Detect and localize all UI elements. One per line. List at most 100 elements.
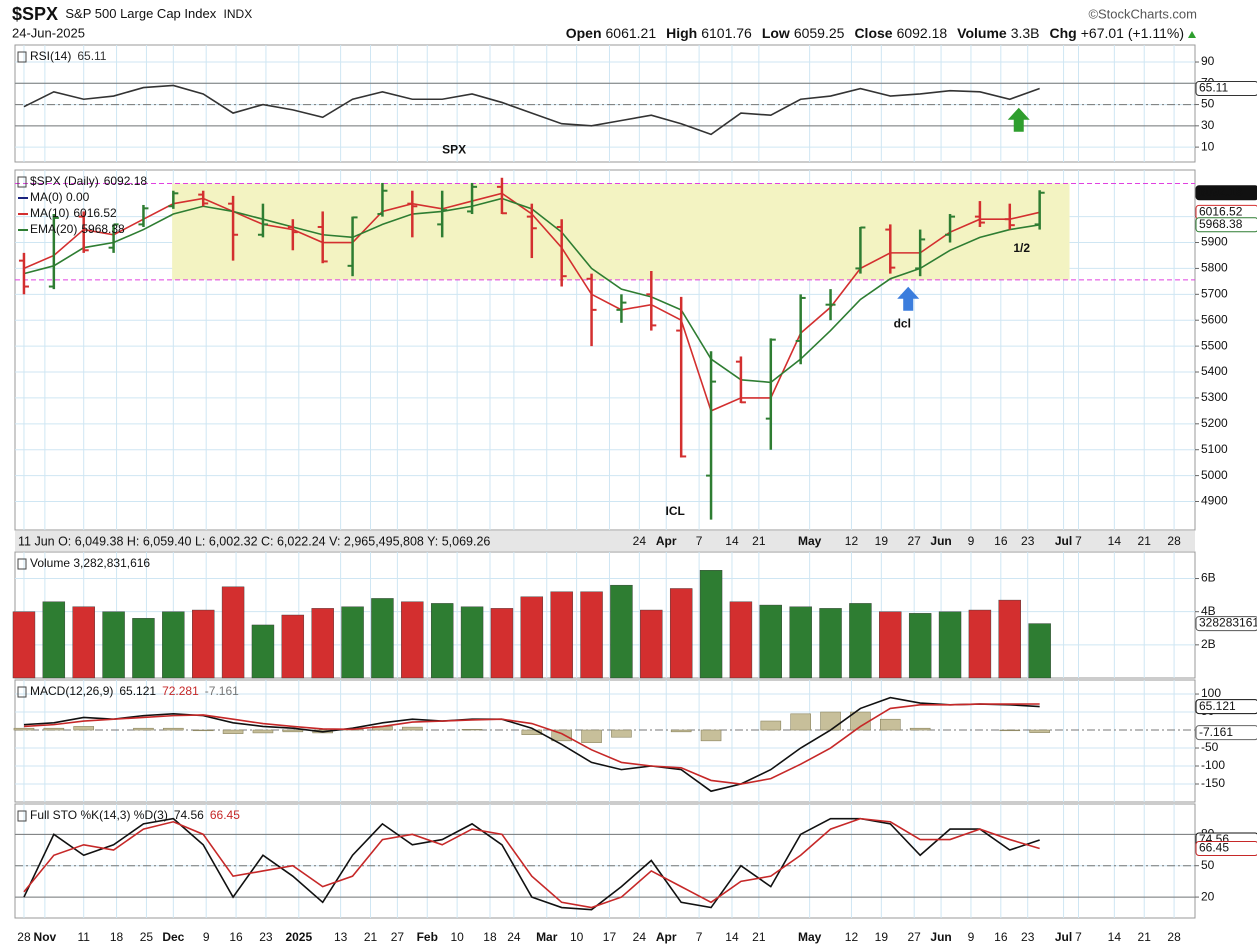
volume-bar — [908, 613, 932, 679]
value-box — [1195, 699, 1257, 715]
y-tick-label: -50 — [1201, 740, 1219, 754]
x-tick-label: 21 — [1138, 930, 1152, 944]
x-tick-label: 16 — [994, 534, 1008, 548]
symbol: $SPX — [12, 4, 58, 24]
quote-value: 6059.25 — [794, 25, 845, 41]
legend-name: EMA(20) — [30, 222, 77, 236]
y-tick-label: 5600 — [1201, 312, 1228, 326]
volume-bar — [699, 570, 723, 679]
legend-entry: MA(0) 0.00 — [30, 190, 90, 204]
credit: ©StockCharts.com — [1088, 6, 1197, 21]
value-box-label: 6016.52 — [1199, 205, 1243, 219]
y-tick-label: 5500 — [1201, 338, 1228, 352]
x-tick-label: 27 — [908, 534, 922, 548]
x-tick-label: 21 — [752, 930, 766, 944]
volume-bar — [371, 598, 394, 679]
volume-bar — [132, 618, 155, 679]
x-tick-label: Feb — [417, 930, 438, 944]
value-box-label: -7.161 — [1199, 725, 1233, 739]
x-tick-label: Jul — [1055, 534, 1072, 548]
value-box-label: 6092.18 — [1199, 185, 1243, 199]
y-tick-label: 5700 — [1201, 286, 1228, 300]
legend-value: 65.11 — [77, 49, 106, 63]
volume-bar — [490, 608, 514, 679]
y-tick-label: 30 — [1201, 118, 1215, 132]
quote-line: Open 6061.21 High 6101.76 Low 6059.25 Close 609… — [566, 25, 1184, 41]
header-title: $SPX S&P 500 Large Cap Index INDX — [12, 4, 252, 24]
histogram-bar — [1029, 729, 1050, 733]
legend-value: 6092.18 — [104, 174, 148, 188]
panel-legend: $SPX (Daily) 6092.18 — [30, 174, 147, 188]
volume-bar — [669, 588, 693, 679]
x-tick-label: 7 — [696, 930, 703, 944]
x-tick-label: 24 — [633, 930, 647, 944]
x-tick-label: 23 — [1021, 534, 1035, 548]
legend-name: MA(0) 0.00 — [30, 190, 90, 204]
x-tick-label: 14 — [725, 534, 739, 548]
quote-value: +67.01 (+1.11%) — [1081, 25, 1184, 41]
volume-bar — [102, 611, 125, 679]
histogram-bar — [133, 727, 154, 731]
y-tick-label: 100 — [1201, 686, 1221, 700]
y-tick-label: 5100 — [1201, 442, 1228, 456]
histogram-bar — [760, 720, 782, 731]
x-tick-label: 9 — [203, 930, 210, 944]
panel — [14, 44, 1196, 163]
x-tick-label: 27 — [908, 930, 922, 944]
info-text: 11 Jun O: 6,049.38 H: 6,059.40 L: 6,002.… — [18, 534, 490, 548]
x-tick-label: 13 — [334, 930, 348, 944]
histogram-bar — [999, 729, 1021, 732]
x-tick-label: 23 — [1021, 930, 1035, 944]
x-tick-label: Apr — [656, 534, 677, 548]
volume-bar — [341, 606, 364, 679]
x-tick-label: 12 — [845, 930, 859, 944]
x-tick-label: 21 — [752, 534, 766, 548]
volume-bar — [251, 624, 275, 679]
histogram-bar — [222, 729, 244, 734]
x-tick-label: May — [798, 930, 822, 944]
histogram-bar — [461, 729, 483, 731]
volume-bar — [789, 606, 812, 679]
y-tick-label: 20 — [1201, 889, 1215, 903]
value-box-label: 65.121 — [1199, 699, 1236, 713]
x-tick-label: 12 — [845, 534, 859, 548]
index-name: S&P 500 Large Cap Index — [65, 6, 216, 21]
x-tick-label: Jun — [930, 930, 951, 944]
histogram-bar — [790, 713, 811, 731]
legend-value: 6016.52 — [73, 206, 117, 220]
x-tick-label: Dec — [162, 930, 184, 944]
annotation: dcl — [894, 316, 911, 330]
volume-bar — [819, 608, 842, 679]
value-box — [1195, 725, 1257, 741]
y-tick-label: -150 — [1201, 776, 1225, 790]
x-tick-label: Nov — [34, 930, 57, 944]
histogram-bar — [282, 729, 304, 733]
histogram-bar — [73, 726, 95, 731]
legend-icon — [17, 810, 27, 822]
histogram-bar — [581, 729, 602, 743]
histogram-bar — [879, 718, 901, 731]
y-tick-label: 4B — [1201, 604, 1216, 618]
quote-value: 6101.76 — [701, 25, 752, 41]
legend-icon — [17, 558, 27, 570]
volume-bar — [12, 611, 36, 679]
histogram-bar — [192, 729, 214, 732]
volume-bar — [759, 604, 782, 679]
histogram-bar — [402, 726, 423, 731]
legend-title: Full STO %K(14,3) %D(3) — [30, 808, 168, 822]
x-tick-label: 7 — [696, 534, 703, 548]
value-box — [1195, 217, 1257, 233]
value-box — [1195, 185, 1257, 201]
panel — [14, 679, 1196, 803]
x-tick-label: 14 — [1108, 930, 1122, 944]
histogram-bar — [700, 729, 722, 742]
arrow — [1007, 107, 1030, 132]
quote-value: 6061.21 — [606, 25, 657, 41]
x-tick-label: 28 — [1167, 534, 1181, 548]
info-bar — [15, 531, 1195, 551]
x-tick-label: 7 — [1075, 534, 1082, 548]
legend-entry: EMA(20) 5968.38 — [30, 222, 125, 236]
quote-label: High — [666, 25, 697, 41]
y-tick-label: 5900 — [1201, 235, 1228, 249]
panel-legend: Full STO %K(14,3) %D(3) 74.56 66.45 — [30, 808, 240, 822]
